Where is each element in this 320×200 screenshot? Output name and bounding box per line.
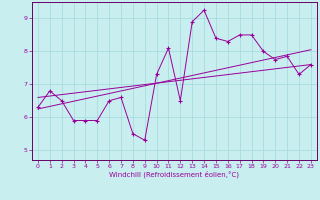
X-axis label: Windchill (Refroidissement éolien,°C): Windchill (Refroidissement éolien,°C)	[109, 171, 239, 178]
